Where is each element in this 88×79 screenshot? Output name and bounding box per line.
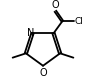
Text: O: O — [51, 0, 59, 10]
Text: N: N — [27, 28, 35, 38]
Text: Cl: Cl — [75, 17, 84, 26]
Text: O: O — [39, 68, 47, 77]
